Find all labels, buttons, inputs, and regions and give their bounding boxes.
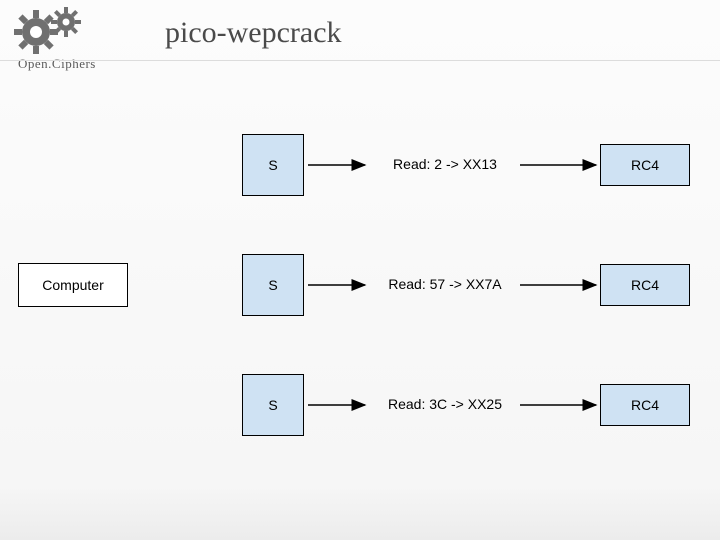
s-node: S bbox=[242, 374, 304, 436]
page-title: pico-wepcrack bbox=[165, 16, 342, 50]
s-label: S bbox=[268, 277, 277, 293]
rc4-label: RC4 bbox=[631, 277, 659, 293]
rc4-node: RC4 bbox=[600, 384, 690, 426]
s-node: S bbox=[242, 134, 304, 196]
rc4-node: RC4 bbox=[600, 264, 690, 306]
gears-icon bbox=[8, 6, 128, 56]
rc4-label: RC4 bbox=[631, 157, 659, 173]
computer-node: Computer bbox=[18, 263, 128, 307]
s-label: S bbox=[268, 157, 277, 173]
s-label: S bbox=[268, 397, 277, 413]
rc4-node: RC4 bbox=[600, 144, 690, 186]
s-node: S bbox=[242, 254, 304, 316]
rc4-label: RC4 bbox=[631, 397, 659, 413]
read-label: Read: 3C -> XX25 bbox=[345, 396, 545, 412]
logo-text: Open.Ciphers bbox=[18, 56, 96, 72]
title-divider bbox=[0, 60, 720, 61]
read-label: Read: 57 -> XX7A bbox=[345, 276, 545, 292]
computer-label: Computer bbox=[42, 277, 103, 293]
read-label: Read: 2 -> XX13 bbox=[345, 156, 545, 172]
logo: Open.Ciphers bbox=[8, 6, 128, 66]
